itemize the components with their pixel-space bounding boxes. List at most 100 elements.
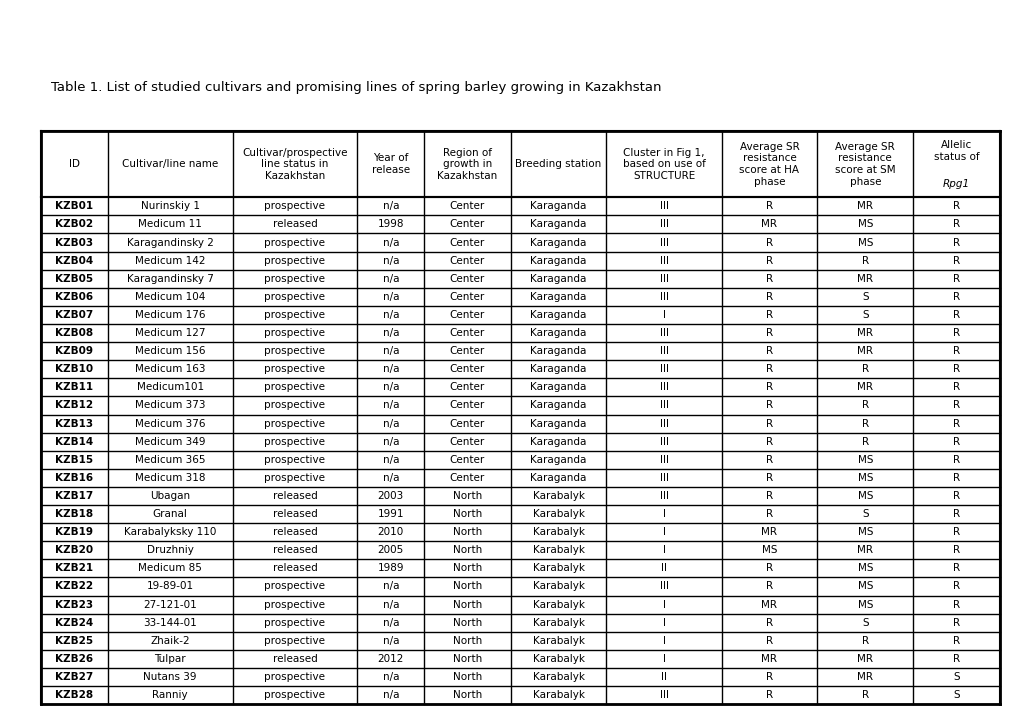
Text: III: III	[659, 220, 667, 230]
Text: KZB21: KZB21	[55, 563, 94, 573]
Text: KZB18: KZB18	[55, 509, 94, 519]
Text: R: R	[765, 455, 772, 465]
Text: I: I	[662, 654, 664, 664]
Text: North: North	[452, 636, 482, 646]
Text: III: III	[659, 328, 667, 338]
Text: Granal: Granal	[153, 509, 187, 519]
Text: Karaganda: Karaganda	[530, 220, 586, 230]
Text: n/a: n/a	[382, 690, 398, 700]
Text: MS: MS	[857, 527, 872, 537]
Text: Medicum 365: Medicum 365	[135, 455, 205, 465]
Text: prospective: prospective	[264, 436, 325, 446]
Text: R: R	[765, 582, 772, 592]
Text: prospective: prospective	[264, 202, 325, 212]
Text: MR: MR	[761, 527, 776, 537]
Text: R: R	[952, 346, 959, 356]
Text: II: II	[660, 563, 666, 573]
Text: III: III	[659, 473, 667, 483]
Text: Medicum 85: Medicum 85	[139, 563, 202, 573]
Text: Center: Center	[449, 436, 485, 446]
Text: prospective: prospective	[264, 292, 325, 302]
Text: Karabalyk: Karabalyk	[532, 582, 584, 592]
Text: n/a: n/a	[382, 346, 398, 356]
Text: R: R	[952, 310, 959, 320]
Text: KZB16: KZB16	[55, 473, 94, 483]
Text: n/a: n/a	[382, 600, 398, 610]
Text: III: III	[659, 382, 667, 392]
Text: I: I	[662, 618, 664, 628]
Text: Center: Center	[449, 238, 485, 248]
Text: Karabalyk: Karabalyk	[532, 690, 584, 700]
Text: R: R	[765, 418, 772, 428]
Text: R: R	[952, 636, 959, 646]
Text: Tulpar: Tulpar	[154, 654, 185, 664]
Text: R: R	[765, 328, 772, 338]
Text: Medicum 142: Medicum 142	[135, 256, 205, 266]
Text: I: I	[662, 527, 664, 537]
Text: prospective: prospective	[264, 672, 325, 682]
Text: R: R	[952, 328, 959, 338]
Text: North: North	[452, 509, 482, 519]
Text: Ranniy: Ranniy	[152, 690, 187, 700]
Text: Center: Center	[449, 256, 485, 266]
Text: North: North	[452, 654, 482, 664]
Text: released: released	[272, 220, 317, 230]
Text: R: R	[952, 509, 959, 519]
Text: prospective: prospective	[264, 418, 325, 428]
Text: Center: Center	[449, 400, 485, 410]
Text: Karaganda: Karaganda	[530, 382, 586, 392]
Text: prospective: prospective	[264, 600, 325, 610]
Text: n/a: n/a	[382, 202, 398, 212]
Text: Medicum 373: Medicum 373	[135, 400, 205, 410]
Text: Karabalyk: Karabalyk	[532, 545, 584, 555]
Text: Center: Center	[449, 346, 485, 356]
Text: Ubagan: Ubagan	[150, 491, 191, 501]
Text: KZB20: KZB20	[55, 545, 94, 555]
Text: MS: MS	[857, 220, 872, 230]
Text: R: R	[765, 690, 772, 700]
Text: R: R	[861, 418, 868, 428]
Text: 2010: 2010	[377, 527, 404, 537]
Text: prospective: prospective	[264, 455, 325, 465]
Text: III: III	[659, 690, 667, 700]
Text: Karaganda: Karaganda	[530, 328, 586, 338]
Text: R: R	[765, 618, 772, 628]
Text: III: III	[659, 582, 667, 592]
Text: released: released	[272, 491, 317, 501]
Text: Karabalyk: Karabalyk	[532, 636, 584, 646]
Text: KZB13: KZB13	[55, 418, 94, 428]
Text: III: III	[659, 418, 667, 428]
Text: prospective: prospective	[264, 636, 325, 646]
Text: R: R	[765, 202, 772, 212]
Text: Center: Center	[449, 310, 485, 320]
Text: KZB09: KZB09	[55, 346, 94, 356]
Text: R: R	[765, 473, 772, 483]
Text: KZB15: KZB15	[55, 455, 94, 465]
Text: Year of
release: Year of release	[371, 153, 410, 175]
Text: Druzhniy: Druzhniy	[147, 545, 194, 555]
Text: Center: Center	[449, 274, 485, 284]
Text: MR: MR	[857, 672, 872, 682]
Text: R: R	[952, 436, 959, 446]
Text: North: North	[452, 545, 482, 555]
Text: Medicum 349: Medicum 349	[135, 436, 205, 446]
Text: North: North	[452, 672, 482, 682]
Text: R: R	[765, 436, 772, 446]
Text: released: released	[272, 654, 317, 664]
Text: R: R	[861, 636, 868, 646]
Text: Medicum 376: Medicum 376	[135, 418, 205, 428]
Text: R: R	[765, 382, 772, 392]
Text: 1991: 1991	[377, 509, 404, 519]
Text: MR: MR	[761, 600, 776, 610]
Text: Karaganda: Karaganda	[530, 436, 586, 446]
Text: MS: MS	[857, 563, 872, 573]
Text: prospective: prospective	[264, 582, 325, 592]
Text: III: III	[659, 436, 667, 446]
Text: Medicum 104: Medicum 104	[135, 292, 205, 302]
Text: Karaganda: Karaganda	[530, 418, 586, 428]
Text: I: I	[662, 545, 664, 555]
Text: Breeding station: Breeding station	[515, 159, 601, 169]
Text: III: III	[659, 274, 667, 284]
Text: R: R	[861, 256, 868, 266]
Text: III: III	[659, 346, 667, 356]
